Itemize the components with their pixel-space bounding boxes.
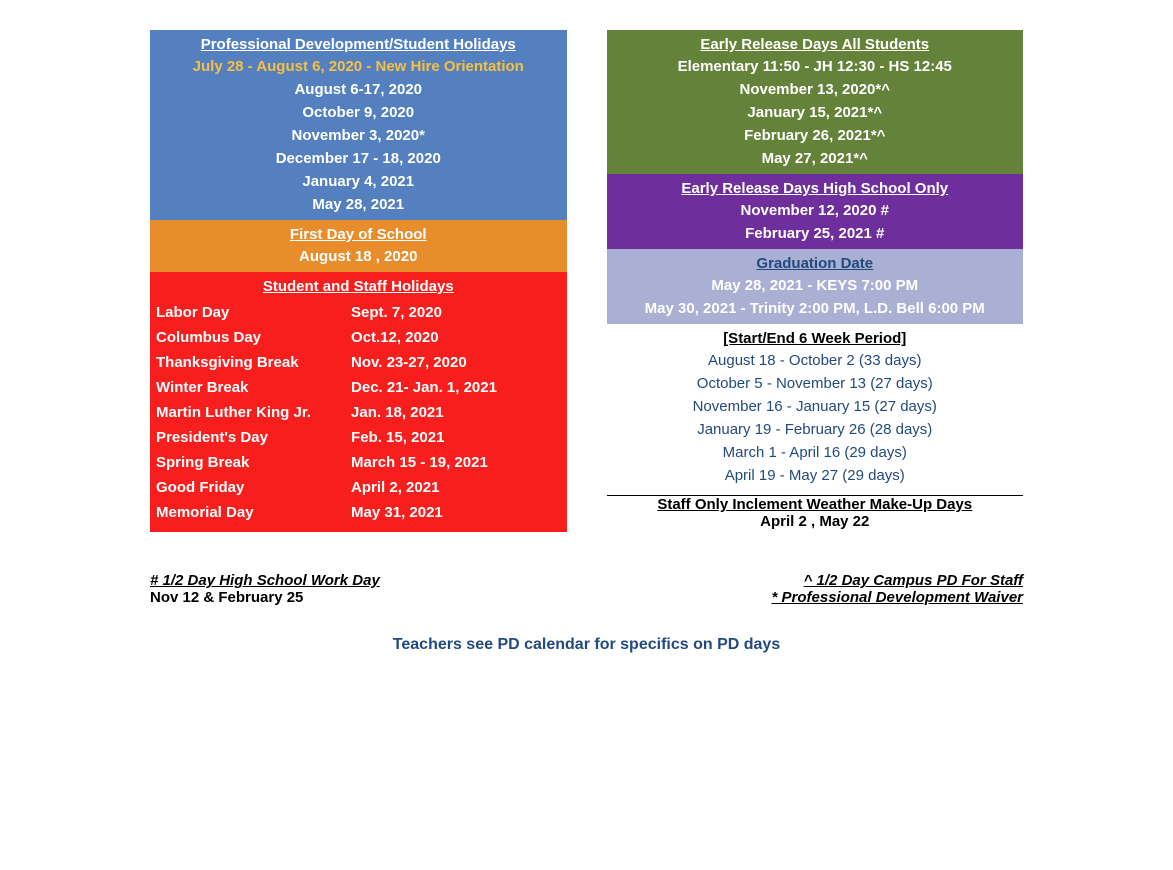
- table-row: Good FridayApril 2, 2021: [152, 476, 565, 499]
- footer-left-sub: Nov 12 & February 25: [150, 589, 380, 606]
- period-box: [Start/End 6 Week Period] August 18 - Oc…: [607, 324, 1024, 491]
- firstday-date: August 18 , 2020: [150, 245, 567, 268]
- pd-line: August 6-17, 2020: [150, 78, 567, 101]
- footer-right-head1: ^ 1/2 Day Campus PD For Staff: [772, 572, 1023, 589]
- holiday-date: May 31, 2021: [351, 501, 564, 524]
- pd-header: Professional Development/Student Holiday…: [150, 30, 567, 55]
- table-row: President's DayFeb. 15, 2021: [152, 426, 565, 449]
- holiday-name: Columbus Day: [152, 326, 349, 349]
- holiday-date: Dec. 21- Jan. 1, 2021: [351, 376, 564, 399]
- left-column: Professional Development/Student Holiday…: [150, 30, 567, 532]
- pd-line: October 9, 2020: [150, 101, 567, 124]
- pd-line: November 3, 2020*: [150, 124, 567, 147]
- holiday-date: Jan. 18, 2021: [351, 401, 564, 424]
- table-row: Labor DaySept. 7, 2020: [152, 301, 565, 324]
- table-row: Winter BreakDec. 21- Jan. 1, 2021: [152, 376, 565, 399]
- holiday-name: Martin Luther King Jr.: [152, 401, 349, 424]
- holiday-name: Good Friday: [152, 476, 349, 499]
- holiday-date: April 2, 2021: [351, 476, 564, 499]
- footer-left-head: # 1/2 Day High School Work Day: [150, 572, 380, 589]
- right-column: Early Release Days All Students Elementa…: [607, 30, 1024, 532]
- holiday-date: Oct.12, 2020: [351, 326, 564, 349]
- early-hs-box: Early Release Days High School Only Nove…: [607, 174, 1024, 249]
- table-row: Martin Luther King Jr.Jan. 18, 2021: [152, 401, 565, 424]
- period-line: October 5 - November 13 (27 days): [607, 372, 1024, 395]
- firstday-box: First Day of School August 18 , 2020: [150, 220, 567, 272]
- footer-row: # 1/2 Day High School Work Day Nov 12 & …: [0, 532, 1173, 606]
- table-row: Memorial DayMay 31, 2021: [152, 501, 565, 524]
- holiday-name: Memorial Day: [152, 501, 349, 524]
- grad-line: May 28, 2021 - KEYS 7:00 PM: [607, 274, 1024, 297]
- holiday-name: Spring Break: [152, 451, 349, 474]
- holiday-name: President's Day: [152, 426, 349, 449]
- grad-line: May 30, 2021 - Trinity 2:00 PM, L.D. Bel…: [607, 297, 1024, 320]
- holidays-box: Student and Staff Holidays Labor DaySept…: [150, 272, 567, 532]
- period-header: [Start/End 6 Week Period]: [607, 324, 1024, 349]
- early-all-line: November 13, 2020*^: [607, 78, 1024, 101]
- holiday-name: Thanksgiving Break: [152, 351, 349, 374]
- period-line: March 1 - April 16 (29 days): [607, 441, 1024, 464]
- early-all-line: January 15, 2021*^: [607, 101, 1024, 124]
- footer-left: # 1/2 Day High School Work Day Nov 12 & …: [150, 572, 380, 606]
- early-all-sub: Elementary 11:50 - JH 12:30 - HS 12:45: [607, 55, 1024, 78]
- early-all-line: May 27, 2021*^: [607, 147, 1024, 170]
- table-row: Columbus DayOct.12, 2020: [152, 326, 565, 349]
- early-all-line: February 26, 2021*^: [607, 124, 1024, 147]
- early-hs-line: February 25, 2021 #: [607, 222, 1024, 245]
- pd-line: December 17 - 18, 2020: [150, 147, 567, 170]
- holiday-name: Winter Break: [152, 376, 349, 399]
- makeup-line: April 2 , May 22: [607, 513, 1024, 530]
- period-line: April 19 - May 27 (29 days): [607, 464, 1024, 487]
- early-all-header: Early Release Days All Students: [607, 30, 1024, 55]
- period-line: January 19 - February 26 (28 days): [607, 418, 1024, 441]
- pd-highlight: July 28 - August 6, 2020 - New Hire Orie…: [150, 55, 567, 78]
- period-line: August 18 - October 2 (33 days): [607, 349, 1024, 372]
- makeup-header: Staff Only Inclement Weather Make-Up Day…: [607, 496, 1024, 513]
- early-hs-header: Early Release Days High School Only: [607, 174, 1024, 199]
- holidays-header: Student and Staff Holidays: [150, 272, 567, 299]
- footer-right-head2: * Professional Development Waiver: [772, 589, 1023, 606]
- period-line: November 16 - January 15 (27 days): [607, 395, 1024, 418]
- pd-line: May 28, 2021: [150, 193, 567, 216]
- holiday-date: Sept. 7, 2020: [351, 301, 564, 324]
- pd-box: Professional Development/Student Holiday…: [150, 30, 567, 220]
- early-hs-line: November 12, 2020 #: [607, 199, 1024, 222]
- table-row: Spring BreakMarch 15 - 19, 2021: [152, 451, 565, 474]
- early-all-box: Early Release Days All Students Elementa…: [607, 30, 1024, 174]
- table-row: Thanksgiving BreakNov. 23-27, 2020: [152, 351, 565, 374]
- bottom-note: Teachers see PD calendar for specifics o…: [0, 636, 1173, 654]
- holiday-date: Feb. 15, 2021: [351, 426, 564, 449]
- pd-line: January 4, 2021: [150, 170, 567, 193]
- holiday-name: Labor Day: [152, 301, 349, 324]
- grad-header: Graduation Date: [607, 249, 1024, 274]
- makeup-box: Staff Only Inclement Weather Make-Up Day…: [607, 496, 1024, 530]
- holidays-table: Labor DaySept. 7, 2020 Columbus DayOct.1…: [150, 299, 567, 526]
- grad-box: Graduation Date May 28, 2021 - KEYS 7:00…: [607, 249, 1024, 324]
- footer-right: ^ 1/2 Day Campus PD For Staff * Professi…: [772, 572, 1023, 606]
- holiday-date: March 15 - 19, 2021: [351, 451, 564, 474]
- holiday-date: Nov. 23-27, 2020: [351, 351, 564, 374]
- firstday-header: First Day of School: [150, 220, 567, 245]
